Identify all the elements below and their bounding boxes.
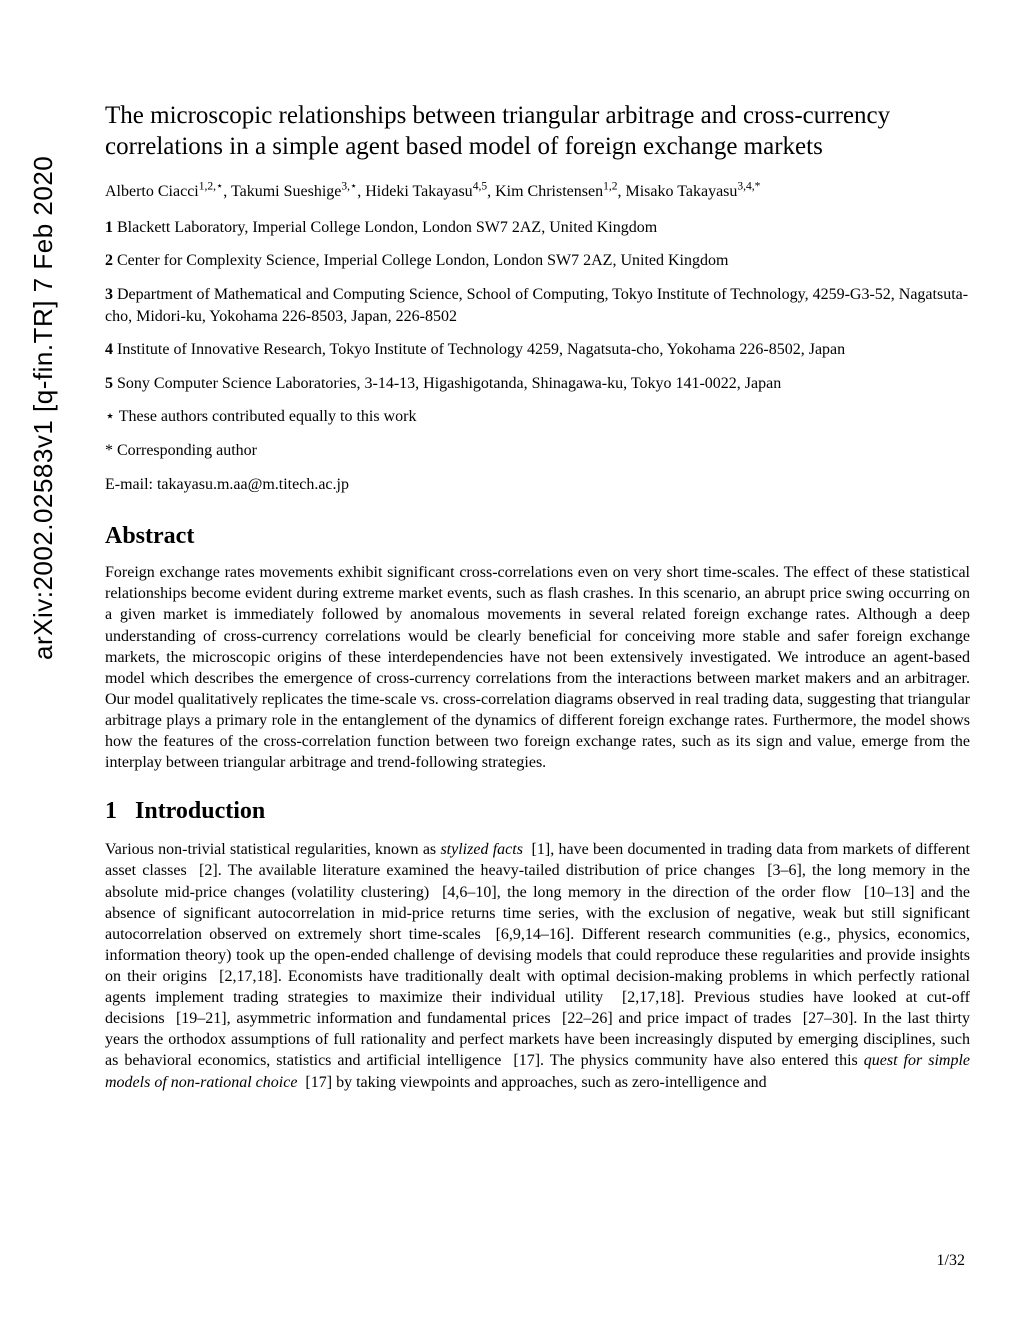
section-title-text: Introduction <box>135 798 265 824</box>
affiliation-number: 5 <box>105 375 113 392</box>
affiliation-number: 2 <box>105 252 113 269</box>
affiliation-2: 2 Center for Complexity Science, Imperia… <box>105 250 970 272</box>
affiliation-text: Institute of Innovative Research, Tokyo … <box>117 341 845 358</box>
abstract-heading: Abstract <box>105 523 970 550</box>
affiliation-number: 4 <box>105 341 113 358</box>
affiliation-4: 4 Institute of Innovative Research, Toky… <box>105 339 970 361</box>
introduction-body: Various non-trivial statistical regulari… <box>105 839 970 1092</box>
section-1-heading: 1 Introduction <box>105 798 970 825</box>
affiliation-text: Sony Computer Science Laboratories, 3-14… <box>117 375 781 392</box>
paper-title: The microscopic relationships between tr… <box>105 100 970 163</box>
affiliation-5: 5 Sony Computer Science Laboratories, 3-… <box>105 373 970 395</box>
section-number: 1 <box>105 798 117 825</box>
affiliation-text: Blackett Laboratory, Imperial College Lo… <box>117 219 657 236</box>
arxiv-stamp: arXiv:2002.02583v1 [q-fin.TR] 7 Feb 2020 <box>28 156 59 660</box>
affiliation-3: 3 Department of Mathematical and Computi… <box>105 284 970 327</box>
page-content: The microscopic relationships between tr… <box>105 100 970 1093</box>
email-line: E-mail: takayasu.m.aa@m.titech.ac.jp <box>105 474 970 496</box>
arxiv-id: arXiv:2002.02583v1 <box>28 420 58 660</box>
equal-contribution-note: ⋆ These authors contributed equally to t… <box>105 406 970 428</box>
affiliation-text: Center for Complexity Science, Imperial … <box>117 252 728 269</box>
affiliation-number: 3 <box>105 286 113 303</box>
page-number: 1/32 <box>937 1252 965 1270</box>
abstract-body: Foreign exchange rates movements exhibit… <box>105 562 970 773</box>
affiliation-text: Department of Mathematical and Computing… <box>105 286 968 325</box>
affiliation-number: 1 <box>105 219 113 236</box>
affiliation-1: 1 Blackett Laboratory, Imperial College … <box>105 217 970 239</box>
arxiv-date: 7 Feb 2020 <box>28 156 58 293</box>
arxiv-category: [q-fin.TR] <box>28 300 58 412</box>
authors-line: Alberto Ciacci1,2,⋆, Takumi Sueshige3,⋆,… <box>105 181 970 203</box>
corresponding-author-note: * Corresponding author <box>105 440 970 462</box>
